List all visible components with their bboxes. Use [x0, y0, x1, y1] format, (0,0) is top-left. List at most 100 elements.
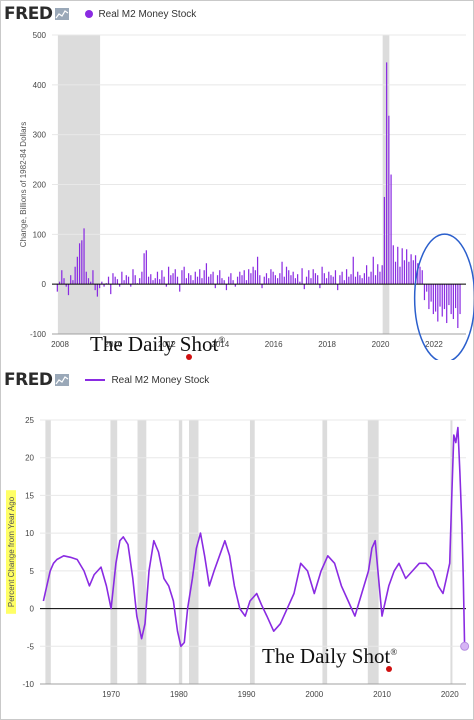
bar: [308, 270, 310, 285]
bar: [245, 280, 248, 285]
bar: [332, 276, 334, 285]
bar: [403, 260, 406, 285]
bar: [374, 275, 377, 285]
bar: [96, 284, 99, 297]
bar: [419, 266, 421, 285]
daily-shot-text: The Daily Shot: [90, 332, 219, 356]
bar: [107, 276, 110, 285]
x-tick-label: 2010: [373, 690, 391, 699]
legend-dot-marker: [85, 10, 94, 18]
bar: [328, 271, 330, 285]
bar: [294, 278, 297, 285]
bar: [219, 270, 221, 285]
bar: [101, 281, 103, 285]
bar: [297, 274, 299, 285]
bar: [339, 275, 341, 285]
bar: [368, 276, 370, 285]
recession-band: [322, 420, 328, 684]
bar: [263, 276, 265, 285]
bar: [221, 278, 223, 285]
bar: [365, 265, 368, 285]
x-tick-label: 2010: [105, 340, 123, 349]
bar: [145, 250, 147, 285]
bar: [357, 271, 359, 285]
bar: [401, 248, 403, 285]
bar: [203, 270, 205, 285]
fred-logo[interactable]: FRED: [4, 370, 53, 390]
x-tick-label: 2020: [372, 340, 390, 349]
bar: [354, 276, 357, 285]
y-tick-label: 200: [33, 181, 47, 190]
y-tick-label: 0: [30, 605, 35, 614]
daily-shot-text: The Daily Shot: [262, 644, 391, 668]
bar: [65, 284, 67, 287]
bar: [414, 255, 417, 285]
bar: [283, 276, 285, 285]
bar: [130, 284, 132, 287]
bar: [390, 174, 392, 285]
daily-shot-logo: The Daily Shot®: [90, 332, 225, 360]
bar: [377, 264, 379, 285]
bar: [201, 278, 203, 285]
bar: [314, 273, 317, 285]
bar: [81, 240, 83, 285]
fred-logo[interactable]: FRED: [4, 4, 53, 24]
recession-band: [137, 420, 147, 684]
bar: [337, 284, 339, 291]
x-tick-label: 1970: [102, 690, 120, 699]
x-tick-label: 2022: [425, 340, 443, 349]
x-tick-label: 1980: [170, 690, 188, 699]
bar: [281, 261, 283, 285]
bar: [359, 275, 361, 285]
bar: [181, 270, 183, 285]
bar: [143, 253, 145, 285]
bar: [83, 228, 85, 285]
bar: [121, 271, 123, 285]
bar: [452, 284, 454, 320]
chart-legend: Real M2 Money Stock: [85, 9, 196, 20]
bar: [61, 270, 63, 285]
bar: [381, 265, 383, 285]
x-tick-label: 2012: [158, 340, 176, 349]
recession-band: [249, 420, 255, 684]
bar: [319, 284, 321, 289]
y-axis-label: Percent Change from Year Ago: [7, 496, 16, 607]
bar: [439, 284, 441, 307]
bar: [159, 279, 161, 285]
bar: [241, 275, 243, 285]
bar: [397, 246, 399, 285]
bar: [154, 278, 156, 285]
legend-label: Real M2 Money Stock: [111, 374, 210, 386]
bar: [399, 266, 401, 285]
chart-panel-bar: -100 0 100 200 300 400 500 2008 2010 2012 2014 2016…: [4, 4, 474, 360]
bar: [112, 273, 114, 285]
bar: [163, 276, 165, 285]
bar: [303, 284, 305, 290]
y-tick-label: 0: [42, 280, 47, 289]
bar: [410, 254, 412, 285]
bar: [125, 275, 127, 285]
bar: [248, 269, 250, 285]
y-tick-label: 25: [25, 416, 34, 425]
bar: [383, 196, 386, 285]
bar: [437, 284, 439, 322]
bar: [441, 284, 443, 317]
bar: [252, 266, 254, 285]
bar: [423, 284, 426, 301]
x-tick-label: 2016: [265, 340, 283, 349]
y-tick-label: 15: [25, 491, 34, 500]
bar: [172, 273, 174, 285]
bar: [341, 271, 343, 285]
y-tick-label: 100: [33, 230, 47, 239]
bar: [290, 275, 292, 285]
chart-panel-line: -10 -5 0 5 10 15 20 25 1970 1980 1990 2000 2010 2020 P…: [0, 366, 474, 720]
bar: [243, 270, 245, 285]
bar: [428, 284, 430, 310]
bar: [236, 276, 239, 285]
bar: [110, 284, 112, 295]
bar: [167, 266, 170, 285]
bar: [274, 275, 276, 285]
bar: [212, 271, 214, 285]
x-tick-label: 1990: [238, 690, 256, 699]
recession-band: [450, 420, 453, 684]
